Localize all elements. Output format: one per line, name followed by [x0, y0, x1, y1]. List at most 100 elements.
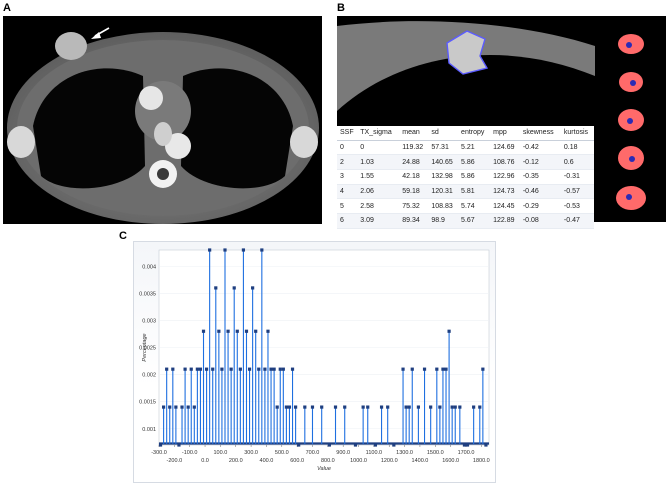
histogram-point [214, 286, 218, 290]
histogram-point [333, 405, 338, 409]
table-cell: 89.34 [399, 213, 429, 229]
x-tick-label: 1200.0 [381, 458, 398, 464]
histogram-point [198, 367, 203, 371]
histogram-point [260, 248, 264, 252]
table-cell: 5.86 [458, 154, 491, 171]
histogram-point [192, 405, 196, 409]
histogram-point [444, 367, 448, 371]
column-header: mean [399, 126, 429, 141]
table-row: 2 1.03 24.88 140.65 5.86 108.76 -0.12 0.6 [337, 154, 594, 171]
histogram-point [220, 367, 224, 371]
histogram-point [217, 329, 221, 333]
table-cell: 122.96 [490, 169, 520, 185]
table-cell: 2 [337, 154, 358, 171]
x-tick-label: -200.0 [167, 458, 183, 464]
table-cell: -0.31 [560, 169, 594, 185]
histogram-point [272, 367, 276, 371]
histogram-point [263, 367, 267, 371]
histogram-point [254, 329, 258, 333]
x-tick-label: -300.0 [151, 450, 167, 456]
table-cell: 5.81 [458, 184, 491, 200]
table-cell: -0.42 [519, 140, 561, 156]
histogram-point [366, 405, 370, 409]
histogram-point [290, 367, 295, 371]
histogram-point [458, 405, 462, 409]
table-cell: 132.98 [428, 169, 459, 185]
table-cell: 3.09 [357, 213, 400, 229]
table-cell: 6 [337, 213, 358, 229]
histogram-point [429, 405, 433, 409]
x-tick-label: 100.0 [214, 450, 228, 456]
histogram-point [472, 405, 476, 409]
table-cell: 5.86 [458, 169, 491, 185]
histogram-point [401, 367, 405, 371]
table-cell: 0.18 [560, 140, 594, 156]
histogram-point [392, 443, 396, 447]
table-cell: -0.12 [519, 154, 561, 171]
histogram-point [462, 443, 467, 447]
y-tick-label: 0.0015 [139, 400, 156, 406]
table-cell: -0.08 [519, 213, 561, 229]
y-tick-label: 0.003 [142, 318, 156, 324]
histogram-point [278, 367, 282, 371]
table-cell: 108.83 [428, 198, 459, 215]
histogram-point [232, 286, 236, 290]
x-tick-label: 1400.0 [412, 458, 429, 464]
x-tick-label: 400.0 [260, 458, 274, 464]
y-axis-label: Percentage [142, 333, 148, 361]
x-tick-label: 200.0 [229, 458, 243, 464]
table-row: 4 2.06 59.18 120.31 5.81 124.73 -0.46 -0.57 [337, 184, 594, 200]
table-cell: 3 [337, 169, 358, 185]
table-cell: 5.67 [458, 213, 491, 229]
table-cell: 1.03 [357, 154, 400, 171]
table-cell: -0.29 [519, 198, 561, 215]
histogram-point [275, 405, 279, 409]
x-tick-label: 1600.0 [442, 458, 459, 464]
table-cell: 120.31 [428, 184, 459, 200]
histogram-point [303, 405, 307, 409]
histogram-point [162, 405, 166, 409]
column-header: mpp [490, 126, 520, 141]
table-cell: 122.89 [490, 213, 520, 229]
histogram-point [435, 367, 439, 371]
table-row: 6 3.09 89.34 98.9 5.67 122.89 -0.08 -0.47 [337, 213, 594, 229]
histogram-point [343, 405, 347, 409]
table-cell: 0 [357, 140, 400, 156]
column-header: sd [428, 126, 459, 141]
table-cell: 42.18 [399, 169, 429, 185]
histogram-point [353, 443, 358, 447]
histogram-point [195, 367, 199, 371]
histogram-point [361, 405, 365, 409]
x-tick-label: 0.0 [201, 458, 209, 464]
panel-label-a: A [3, 2, 11, 14]
column-header: entropy [458, 126, 491, 141]
table-cell: -0.47 [560, 213, 594, 229]
column-header: kurtosis [560, 126, 594, 141]
histogram-point [186, 405, 190, 409]
x-tick-label: 700.0 [306, 450, 320, 456]
histogram-point [226, 329, 230, 333]
texture-feature-table: SSF TX_sigma mean sd entropy mpp skewnes… [337, 126, 594, 229]
y-tick-label: 0.0025 [139, 346, 156, 352]
histogram-point [269, 367, 273, 371]
column-header: skewness [519, 126, 561, 141]
table-cell: 140.65 [428, 154, 459, 171]
histogram-point [478, 405, 482, 409]
table-cell: 59.18 [399, 184, 429, 200]
histogram-point [484, 443, 488, 447]
table-cell: 108.76 [490, 154, 520, 171]
x-axis-label: Value [317, 466, 331, 472]
panel-label-b: B [337, 2, 345, 14]
histogram-point [407, 405, 411, 409]
histogram-point [481, 367, 485, 371]
table-cell: 24.88 [399, 154, 429, 171]
histogram-point [441, 367, 445, 371]
column-header: TX_sigma [357, 126, 400, 141]
histogram-point [422, 367, 427, 371]
table-header-row: SSF TX_sigma mean sd entropy mpp skewnes… [337, 126, 594, 141]
histogram-point [223, 248, 227, 252]
histogram-point [183, 367, 187, 371]
histogram-point [171, 367, 175, 371]
histogram-point [281, 367, 285, 371]
histogram-point [284, 405, 288, 409]
